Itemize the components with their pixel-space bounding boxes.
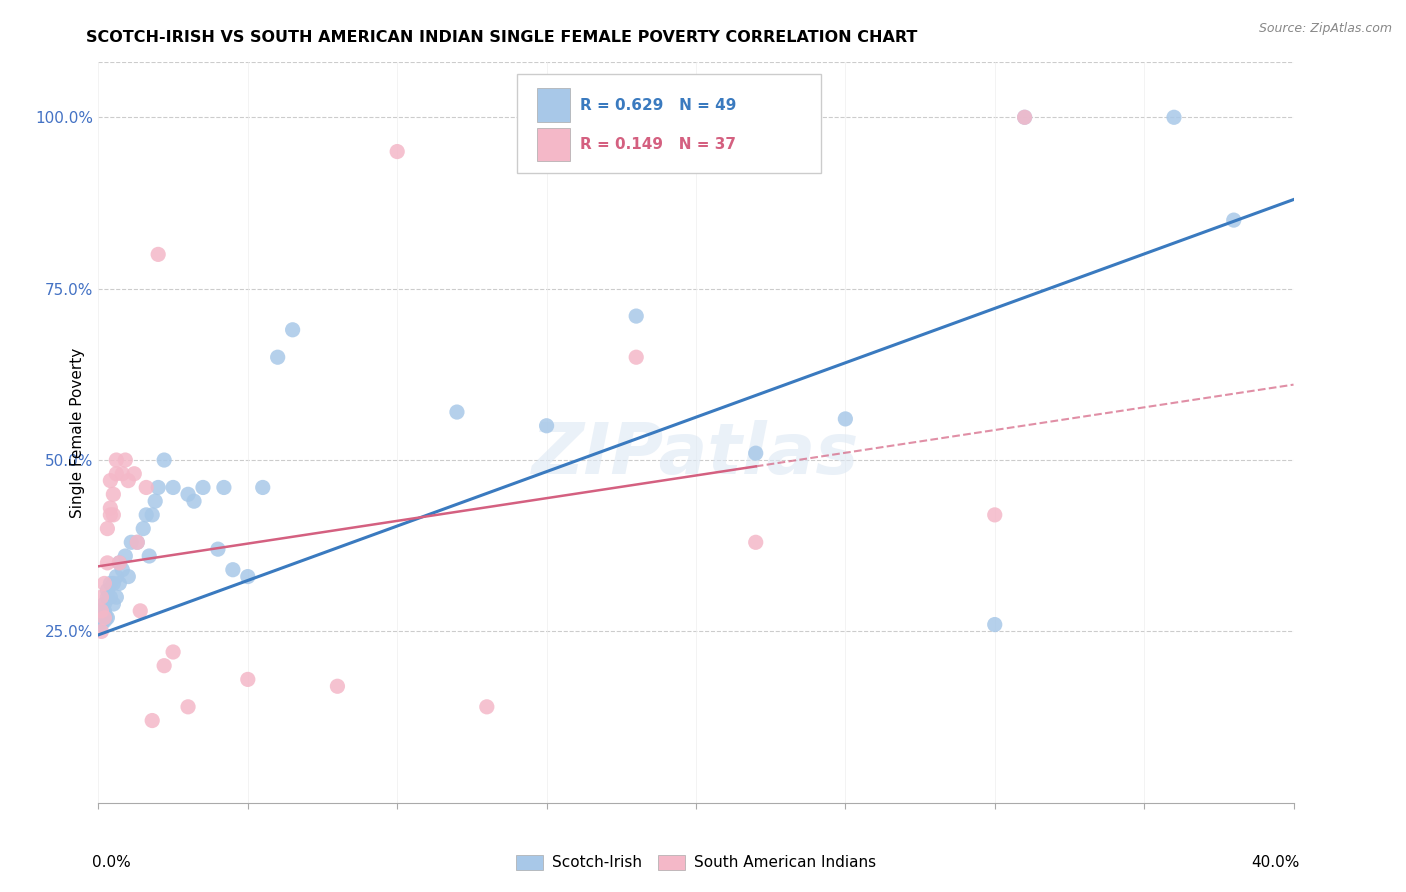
- Point: [96, 590, 118, 604]
- Point: [108, 556, 131, 570]
- Point: [236, 673, 259, 687]
- Point: [252, 480, 274, 494]
- Point: [98, 501, 122, 516]
- Point: [1014, 110, 1036, 124]
- Point: [127, 535, 149, 549]
- Point: [385, 145, 409, 159]
- Point: [207, 542, 229, 557]
- Point: [177, 487, 200, 501]
- Point: [93, 610, 115, 624]
- Point: [114, 549, 136, 563]
- Point: [90, 610, 112, 624]
- Text: R = 0.149   N = 37: R = 0.149 N = 37: [581, 137, 737, 153]
- Point: [127, 535, 149, 549]
- Point: [117, 569, 139, 583]
- Point: [135, 508, 157, 522]
- Point: [135, 480, 157, 494]
- Point: [93, 576, 115, 591]
- Point: [108, 576, 131, 591]
- Legend: Scotch-Irish, South American Indians: Scotch-Irish, South American Indians: [509, 848, 883, 877]
- Point: [626, 309, 648, 323]
- Point: [105, 467, 128, 481]
- Point: [745, 535, 768, 549]
- Point: [129, 604, 152, 618]
- Text: ZIPatlas: ZIPatlas: [533, 420, 859, 490]
- FancyBboxPatch shape: [517, 73, 821, 173]
- FancyBboxPatch shape: [537, 88, 571, 121]
- Point: [153, 453, 176, 467]
- Point: [103, 597, 125, 611]
- Point: [90, 604, 112, 618]
- Point: [105, 590, 128, 604]
- Point: [103, 508, 125, 522]
- Point: [626, 350, 648, 364]
- Point: [96, 610, 118, 624]
- Point: [183, 494, 205, 508]
- Point: [984, 617, 1007, 632]
- Point: [120, 535, 142, 549]
- Point: [93, 604, 115, 618]
- Point: [114, 453, 136, 467]
- Point: [141, 714, 163, 728]
- Text: 0.0%: 0.0%: [93, 855, 131, 870]
- Point: [475, 699, 498, 714]
- FancyBboxPatch shape: [537, 128, 571, 161]
- Y-axis label: Single Female Poverty: Single Female Poverty: [69, 348, 84, 517]
- Point: [96, 583, 118, 598]
- Point: [326, 679, 349, 693]
- Point: [177, 699, 200, 714]
- Text: 40.0%: 40.0%: [1251, 855, 1299, 870]
- Point: [236, 569, 259, 583]
- Point: [105, 569, 128, 583]
- Point: [1223, 213, 1246, 227]
- Point: [162, 480, 184, 494]
- Point: [117, 474, 139, 488]
- Point: [153, 658, 176, 673]
- Point: [90, 590, 112, 604]
- Point: [267, 350, 290, 364]
- Point: [93, 597, 115, 611]
- Point: [90, 624, 112, 639]
- Point: [103, 576, 125, 591]
- Point: [98, 508, 122, 522]
- Point: [536, 418, 558, 433]
- Point: [745, 446, 768, 460]
- Text: SCOTCH-IRISH VS SOUTH AMERICAN INDIAN SINGLE FEMALE POVERTY CORRELATION CHART: SCOTCH-IRISH VS SOUTH AMERICAN INDIAN SI…: [87, 29, 918, 45]
- Point: [105, 453, 128, 467]
- Text: R = 0.629   N = 49: R = 0.629 N = 49: [581, 98, 737, 113]
- Point: [212, 480, 235, 494]
- Point: [191, 480, 214, 494]
- Point: [222, 563, 245, 577]
- Point: [98, 590, 122, 604]
- Point: [281, 323, 304, 337]
- Point: [1014, 110, 1036, 124]
- Text: Source: ZipAtlas.com: Source: ZipAtlas.com: [1258, 22, 1392, 36]
- Point: [90, 604, 112, 618]
- Point: [98, 474, 122, 488]
- Point: [96, 556, 118, 570]
- Point: [141, 508, 163, 522]
- Point: [103, 487, 125, 501]
- Point: [108, 556, 131, 570]
- Point: [148, 480, 170, 494]
- Point: [98, 576, 122, 591]
- Point: [124, 467, 146, 481]
- Point: [111, 563, 134, 577]
- Point: [132, 522, 155, 536]
- Point: [536, 145, 558, 159]
- Point: [138, 549, 160, 563]
- Point: [1163, 110, 1185, 124]
- Point: [93, 610, 115, 624]
- Point: [96, 522, 118, 536]
- Point: [446, 405, 468, 419]
- Point: [685, 110, 707, 124]
- Point: [162, 645, 184, 659]
- Point: [111, 467, 134, 481]
- Point: [148, 247, 170, 261]
- Point: [834, 412, 856, 426]
- Point: [984, 508, 1007, 522]
- Point: [90, 617, 112, 632]
- Point: [143, 494, 166, 508]
